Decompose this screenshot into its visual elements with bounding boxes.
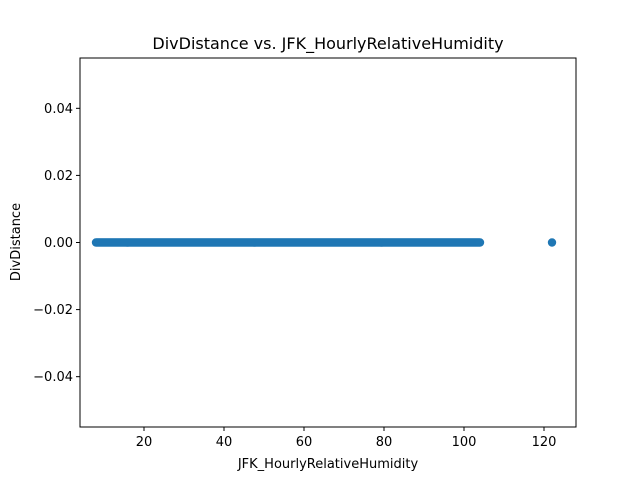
chart-title: DivDistance vs. JFK_HourlyRelativeHumidi… [152, 34, 503, 54]
x-tick-label: 80 [376, 435, 393, 450]
y-tick-label: 0.02 [44, 169, 73, 184]
y-tick-label: −0.04 [33, 370, 73, 385]
data-point [475, 238, 485, 247]
y-tick-label: 0.04 [44, 102, 73, 117]
x-tick-label: 40 [216, 435, 233, 450]
data-points [91, 238, 557, 247]
y-axis-label: DivDistance [9, 203, 24, 281]
x-tick-label: 20 [136, 435, 153, 450]
y-axis: −0.04 −0.02 0.00 0.02 0.04 [33, 102, 80, 385]
data-point-outlier [547, 238, 557, 247]
x-tick-label: 120 [532, 435, 557, 450]
x-tick-label: 100 [452, 435, 477, 450]
x-tick-label: 60 [296, 435, 313, 450]
x-axis-label: JFK_HourlyRelativeHumidity [237, 457, 419, 472]
y-tick-label: −0.02 [33, 303, 73, 318]
x-axis: 20 40 60 80 100 120 [136, 427, 557, 450]
y-tick-label: 0.00 [44, 236, 73, 251]
